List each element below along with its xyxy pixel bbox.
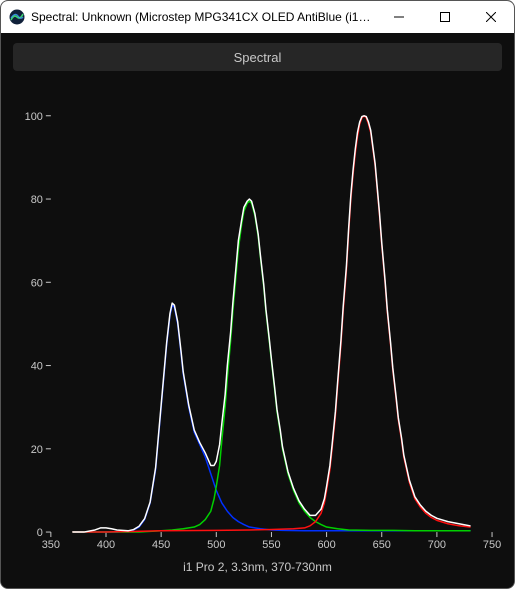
chart: 0 20 40 60 80 100 350 400 450 500 550 600 650 700 750	[13, 77, 502, 556]
svg-text:40: 40	[31, 361, 43, 373]
close-button[interactable]	[468, 1, 514, 33]
app-window: Spectral: Unknown (Microstep MPG341CX OL…	[0, 0, 515, 589]
svg-text:400: 400	[97, 539, 115, 551]
svg-text:500: 500	[207, 539, 225, 551]
svg-text:60: 60	[31, 277, 43, 289]
svg-text:20: 20	[31, 444, 43, 456]
svg-text:0: 0	[37, 527, 43, 539]
svg-text:350: 350	[42, 539, 60, 551]
svg-text:450: 450	[152, 539, 170, 551]
svg-text:100: 100	[25, 111, 43, 123]
app-icon	[9, 9, 25, 25]
svg-text:80: 80	[31, 194, 43, 206]
minimize-button[interactable]	[376, 1, 422, 33]
window-title: Spectral: Unknown (Microstep MPG341CX OL…	[31, 10, 376, 24]
svg-text:650: 650	[373, 539, 391, 551]
titlebar[interactable]: Spectral: Unknown (Microstep MPG341CX OL…	[1, 1, 514, 33]
svg-text:750: 750	[483, 539, 501, 551]
tabbar: Spectral	[13, 43, 502, 71]
maximize-button[interactable]	[422, 1, 468, 33]
window-controls	[376, 1, 514, 33]
svg-text:600: 600	[317, 539, 335, 551]
instrument-label: i1 Pro 2, 3.3nm, 370-730nm	[13, 556, 502, 580]
svg-text:550: 550	[262, 539, 280, 551]
tab-spectral[interactable]: Spectral	[13, 43, 502, 71]
spectral-chart-svg: 0 20 40 60 80 100 350 400 450 500 550 600 650 700 750	[13, 77, 502, 556]
content-area: Spectral 0 20 40 60 80 100 350 400 450 500 550 600 6…	[1, 33, 514, 588]
svg-text:700: 700	[428, 539, 446, 551]
